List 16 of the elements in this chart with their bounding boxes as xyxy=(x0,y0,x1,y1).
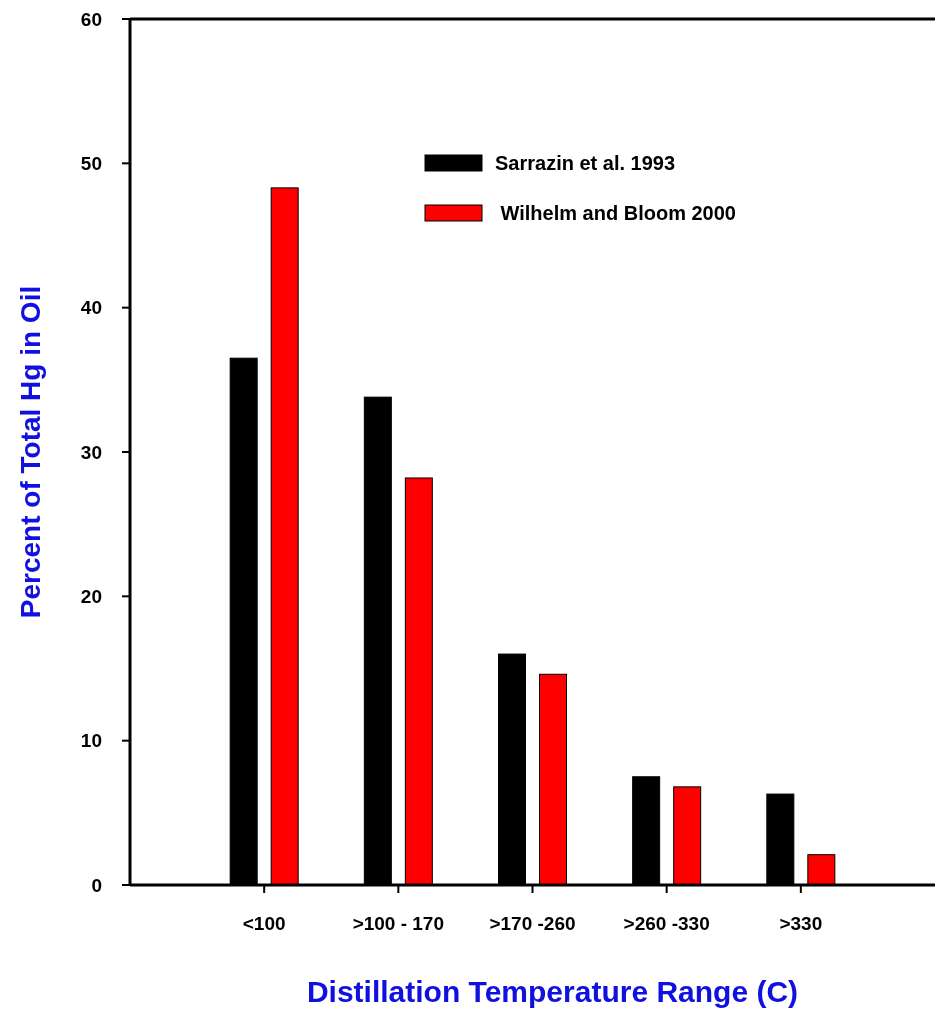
x-tick-label: <100 xyxy=(242,913,286,934)
y-tick-label: 10 xyxy=(80,730,102,752)
y-axis-title: Percent of Total Hg in Oil xyxy=(15,285,46,619)
y-tick-label: 40 xyxy=(80,297,102,319)
y-tick-label: 30 xyxy=(80,441,102,463)
x-tick-label: >330 xyxy=(779,913,823,934)
x-tick-label: >170 -260 xyxy=(489,913,576,934)
x-tick-label: >260 -330 xyxy=(623,913,710,934)
x-tick-label: >100 - 170 xyxy=(352,913,445,934)
x-axis-title: Distillation Temperature Range (C) xyxy=(306,975,799,1008)
legend-label: Wilhelm and Bloom 2000 xyxy=(495,202,736,224)
y-tick-label: 50 xyxy=(80,152,102,174)
y-tick-label: 20 xyxy=(80,585,102,607)
legend-label: Sarrazin et al. 1993 xyxy=(495,152,676,174)
y-tick-label: 0 xyxy=(91,874,102,896)
y-tick-label: 60 xyxy=(80,8,102,30)
